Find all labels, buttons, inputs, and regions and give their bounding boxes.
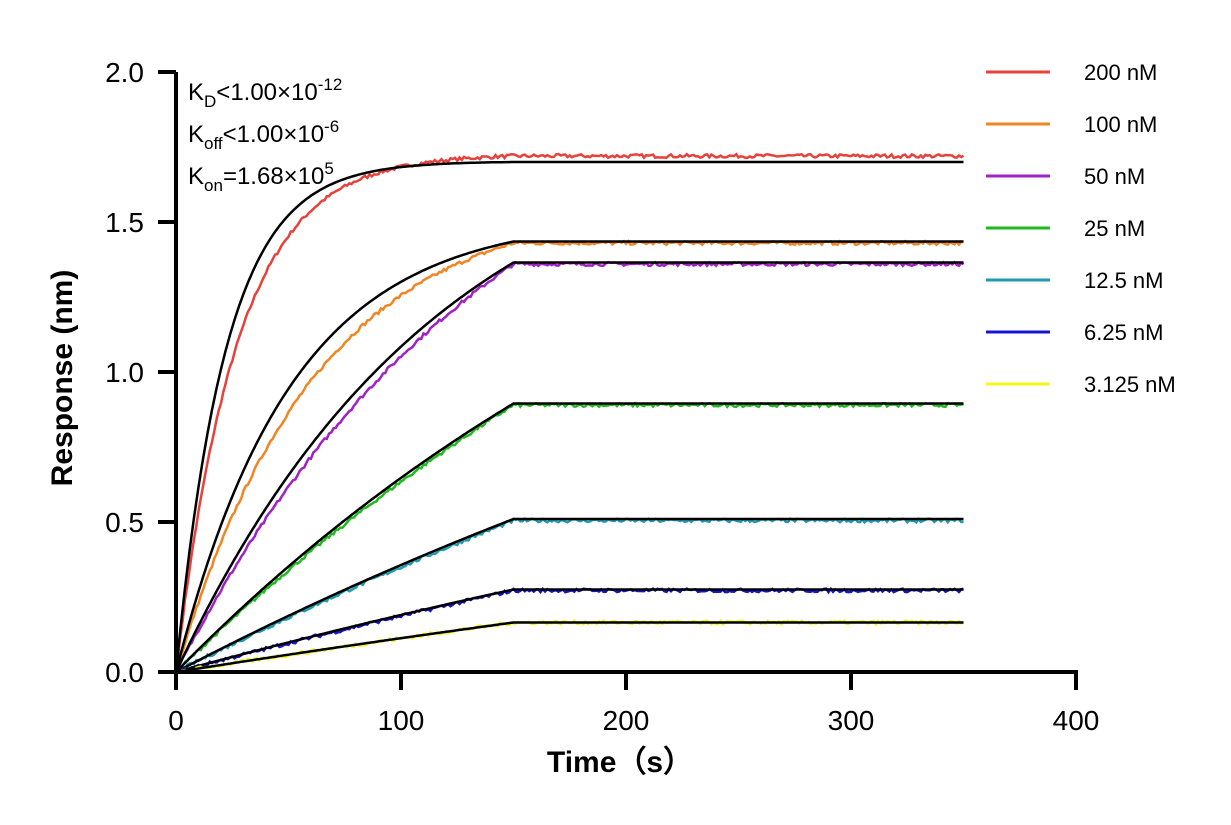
legend-label: 3.125 nM [1084,372,1176,397]
series-line [175,586,964,674]
y-tick-label: 0.5 [105,507,144,538]
y-tick-label: 1.5 [105,207,144,238]
y-tick-label: 0.0 [105,657,144,688]
legend-label: 50 nM [1084,164,1145,189]
x-tick-label: 300 [828,705,875,736]
fit-line [174,160,964,673]
series-line [175,516,964,674]
x-tick-label: 100 [378,705,425,736]
y-tick-label: 2.0 [105,57,144,88]
x-axis-title: Time（s） [547,745,693,779]
kon-text: Kon=1.68×105 [188,159,334,195]
x-tick-label: 400 [1053,705,1100,736]
legend-label: 100 nM [1084,112,1157,137]
kd-text: KD<1.00×10-12 [188,75,342,111]
legend: 200 nM 100 nM 50 nM 25 nM 12.5 nM 6.25 nM 3.12… [986,60,1176,397]
fit-line [175,402,964,673]
legend-label: 25 nM [1084,216,1145,241]
plot-curves [174,152,965,674]
series-line [175,401,964,673]
koff-text: Koff<1.00×10-6 [188,117,339,153]
fit-line [174,261,964,673]
x-tick-label: 0 [168,705,184,736]
x-tick-label: 200 [603,705,650,736]
y-tick-label: 1.0 [105,357,144,388]
y-ticks: 0.0 0.5 1.0 1.5 2.0 [105,57,176,688]
legend-label: 6.25 nM [1084,320,1164,345]
fit-line [175,588,964,674]
series-line [174,239,964,673]
fit-line [175,621,964,674]
legend-label: 200 nM [1084,60,1157,85]
y-axis-title: Response (nm) [46,270,79,487]
fit-line [174,240,964,673]
fit-line [175,517,964,674]
x-ticks: 0 100 200 300 400 [168,672,1099,736]
series-line [174,152,965,673]
series-line [175,618,965,674]
legend-label: 12.5 nM [1084,268,1164,293]
kinetics-annotation: KD<1.00×10-12 Koff<1.00×10-6 Kon=1.68×10… [188,75,342,195]
